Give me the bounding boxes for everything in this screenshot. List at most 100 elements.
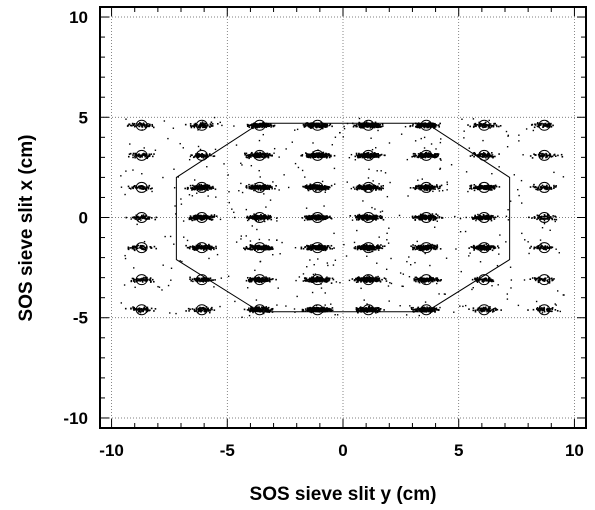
data-point [323,308,326,311]
data-point [199,306,201,309]
grid-lines [100,7,586,428]
data-point [213,309,216,311]
data-point [246,309,249,311]
data-point [307,308,309,311]
data-point [267,216,269,218]
data-point [482,308,485,311]
data-point [267,186,269,189]
data-point [151,187,153,190]
data-point [198,187,201,190]
data-point [255,307,257,309]
data-point [421,278,424,280]
data-point [142,187,145,190]
data-point [429,277,431,280]
data-point [248,216,251,218]
data-point [531,277,534,279]
data-point [421,218,423,221]
data-point [374,277,377,279]
data-point [132,308,135,310]
data-point [313,277,316,280]
data-point [146,218,149,220]
data-point [153,245,156,248]
data-point [357,309,360,312]
data-point [551,277,553,280]
data-point [543,307,546,310]
data-point [310,244,312,246]
data-point [317,215,319,218]
data-point [141,244,144,247]
data-point [140,279,143,281]
data-point [368,307,370,310]
data-point [251,309,253,312]
data-point [367,306,370,308]
data-point [208,244,211,247]
data-point [314,215,316,217]
data-point [249,279,251,281]
data-point [204,309,207,312]
data-point [193,216,196,219]
data-point [150,188,152,190]
data-point [265,278,268,281]
data-point [209,247,211,249]
data-point [311,246,314,248]
data-point [536,247,538,249]
data-point [412,306,414,309]
data-point [327,278,330,280]
data-point [199,186,202,189]
data-point [139,185,142,187]
data-point [538,310,541,312]
data-points [120,116,565,318]
data-point [140,184,143,187]
data-point [427,248,429,251]
data-point [481,310,483,313]
data-point [150,247,152,249]
data-point [476,279,478,282]
data-point [414,308,417,311]
data-point [313,278,315,281]
data-point [364,248,367,251]
data-point [364,278,367,281]
data-point [543,248,546,250]
data-point [468,247,470,249]
data-point [539,247,541,250]
data-point [484,245,487,248]
data-point [187,307,190,310]
data-point [203,218,205,221]
data-point [379,280,382,283]
data-point [357,214,359,217]
data-point [539,216,542,219]
data-point [544,246,547,248]
data-point [496,308,499,311]
data-point [552,279,554,281]
data-point [147,309,149,311]
data-point [198,310,200,312]
data-point [190,187,193,190]
data-point [427,216,430,218]
data-point [322,279,325,282]
data-point [187,246,190,249]
data-point [325,307,327,310]
data-point [540,278,543,281]
data-point [553,278,555,280]
data-point [188,310,190,312]
data-point [423,307,425,310]
data-point [142,217,145,219]
data-point [256,279,259,281]
data-point [423,248,425,251]
data-point [316,309,319,312]
data-point [418,249,420,251]
data-point [142,216,145,218]
data-point [194,248,196,251]
data-point [432,216,434,218]
data-point [136,215,138,218]
data-point [366,219,368,222]
data-point [257,188,260,191]
data-point [370,277,373,280]
data-point [544,248,547,251]
data-point [269,280,271,283]
data-point [435,279,438,282]
data-point [265,217,267,219]
data-point [375,276,377,278]
data-point [189,308,191,311]
data-point [274,187,276,190]
